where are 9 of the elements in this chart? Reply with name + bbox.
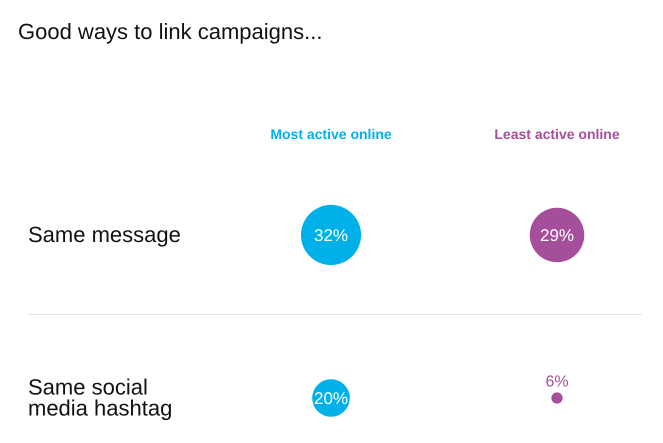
text: Good ways to link campaigns...	[18, 19, 322, 44]
category-label: Same social media hashtag	[28, 374, 172, 420]
data-label: 6%	[545, 373, 569, 390]
text: Most active online	[270, 126, 392, 142]
data-label: 29%	[540, 226, 574, 245]
data-label: 32%	[314, 226, 348, 245]
data-label: 20%	[314, 389, 348, 408]
text: Least active online	[494, 126, 620, 142]
category-label: Same message	[28, 222, 181, 247]
